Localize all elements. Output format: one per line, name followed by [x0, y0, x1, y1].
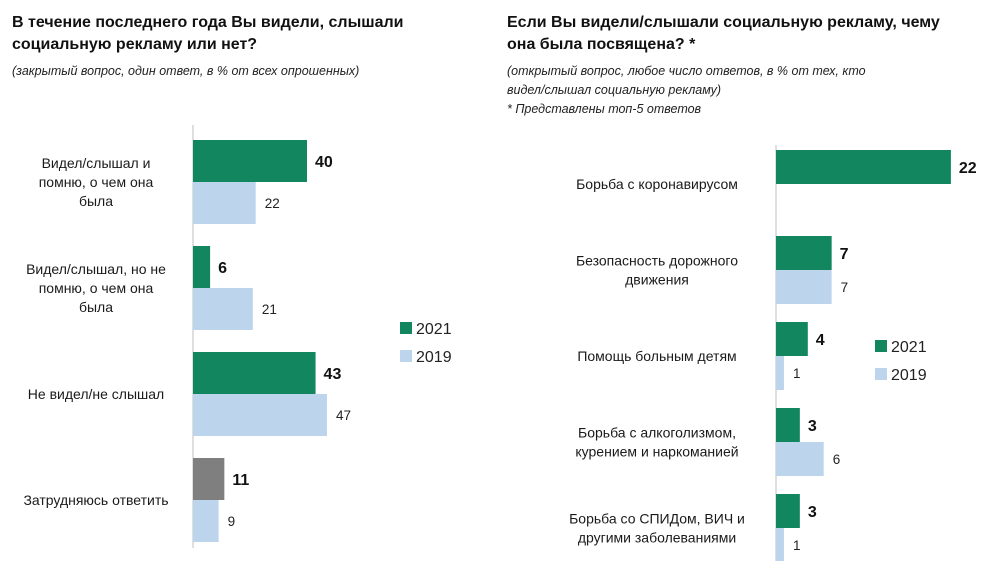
bar-2021: [776, 150, 951, 184]
chart-title: Если Вы видели/слышали социальную реклам…: [507, 14, 940, 53]
bar-2021: [193, 140, 307, 182]
data-label-2021: 4: [816, 332, 825, 349]
data-label-2019: 1: [793, 366, 801, 381]
data-label-2021: 22: [959, 160, 977, 177]
bar-2021: [776, 322, 808, 356]
data-label-2019: 22: [265, 196, 280, 211]
data-label-2021: 7: [840, 246, 849, 263]
legend-label-2019: 2019: [416, 349, 452, 366]
data-label-2021: 3: [808, 418, 817, 435]
data-label-2019: 47: [336, 408, 351, 423]
data-label-2019: 1: [793, 538, 801, 553]
data-label-2019: 6: [833, 452, 841, 467]
bar-2019: [776, 270, 832, 304]
legend-swatch-2021: [875, 340, 887, 352]
chart-panel-awareness: В течение последнего года Вы видели, слы…: [0, 0, 480, 561]
data-label-2021: 6: [218, 260, 227, 277]
data-label-2019: 21: [262, 302, 277, 317]
legend-label-2019: 2019: [891, 367, 927, 384]
data-label-2021: 11: [232, 472, 249, 489]
chart-title: В течение последнего года Вы видели, слы…: [12, 14, 404, 53]
legend-label-2021: 2021: [416, 321, 452, 338]
chart-subtitle: (закрытый вопрос, один ответ, в % от все…: [12, 64, 360, 78]
bar-2019: [193, 500, 219, 542]
bar-chart-topics: Борьба с коронавирусом 22 Безопасность дор…: [569, 145, 977, 561]
legend-swatch-2019: [875, 368, 887, 380]
bar-2019: [776, 528, 784, 561]
bar-2021: [776, 236, 832, 270]
category-label: Помощь больным детям: [577, 348, 736, 364]
data-label-2021: 40: [315, 154, 333, 171]
legend-swatch-2019: [400, 350, 412, 362]
bar-2021: [776, 408, 800, 442]
bar-2019: [193, 182, 256, 224]
bar-2021: [193, 458, 225, 500]
category-label: Борьба с коронавирусом: [576, 176, 738, 192]
category-label: Борьба со СПИДом, ВИЧ и другими заболеван…: [569, 511, 745, 546]
bar-2019: [776, 442, 824, 476]
legend-swatch-2021: [400, 322, 412, 334]
bar-2021: [193, 246, 211, 288]
data-label-2021: 43: [324, 366, 342, 383]
category-label: Видел/слышал и помню, о чем она была: [39, 155, 154, 209]
data-label-2021: 3: [808, 504, 817, 521]
category-label: Безопасность дорожного движения: [576, 253, 738, 288]
bar-2019: [193, 288, 253, 330]
bar-2021: [776, 494, 800, 528]
legend-label-2021: 2021: [891, 339, 927, 356]
chart-subtitle: (открытый вопрос, любое число ответов, в…: [507, 64, 866, 116]
category-label: Видел/слышал, но не помню, о чем она была: [26, 261, 166, 315]
chart-panel-topics: Если Вы видели/слышали социальную реклам…: [495, 0, 991, 561]
category-label: Борьба с алкоголизмом, курением и наркома…: [575, 425, 738, 460]
data-label-2019: 7: [841, 280, 849, 295]
bar-chart-awareness: Видел/слышал и помню, о чем она была 40 22 Ви…: [23, 125, 452, 548]
bar-2019: [193, 394, 327, 436]
data-label-2019: 9: [228, 514, 236, 529]
category-label: Не видел/не слышал: [28, 386, 164, 402]
bar-2021: [193, 352, 316, 394]
bar-2019: [776, 356, 784, 390]
category-label: Затрудняюсь ответить: [23, 492, 168, 508]
